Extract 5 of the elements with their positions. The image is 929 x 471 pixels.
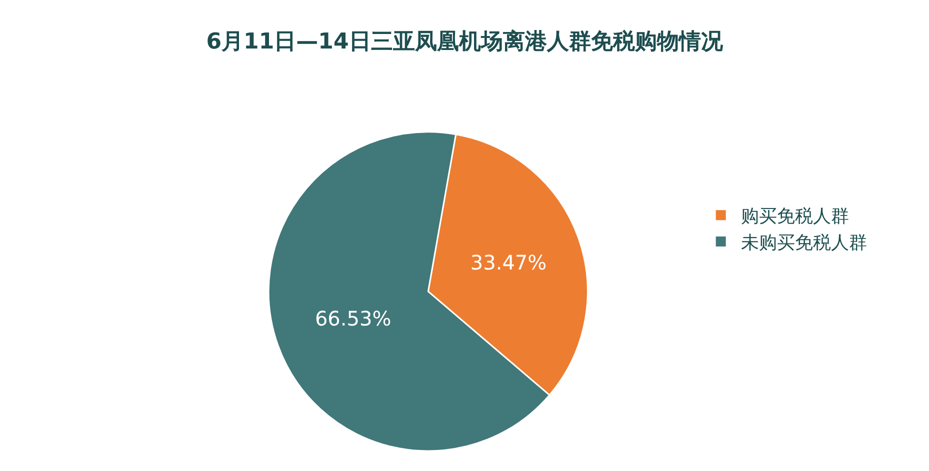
chart-title: 6月11日—14日三亚凤凰机场离港人群免税购物情况 [206,28,724,54]
legend-label: 购买免税人群 [740,206,849,228]
legend-label: 未购买免税人群 [740,232,867,254]
data-label: 33.47% [470,250,547,275]
data-label: 66.53% [314,306,392,330]
